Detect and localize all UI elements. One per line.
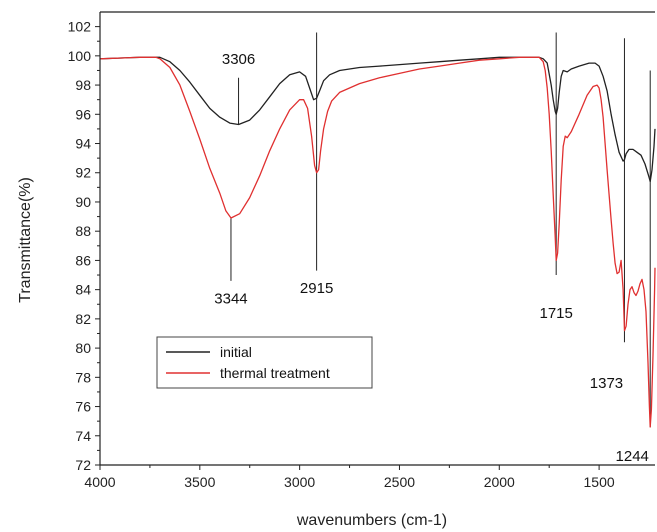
series-line-thermal [99, 56, 656, 428]
annotation-labels: 3306 3344 2915 1715 1373 1244 [214, 51, 649, 465]
peak-label: 1244 [616, 448, 649, 465]
plot-frame [100, 12, 655, 465]
y-tick-label: 86 [75, 252, 91, 268]
annotation-lines [230, 32, 651, 428]
x-axis-title: wavenumbers (cm-1) [296, 512, 447, 529]
legend: initial thermal treatment [156, 336, 373, 389]
legend-box [156, 336, 373, 389]
plot-area: 4000 3500 3000 2500 2000 1500 72 74 76 78 80 82 84 86… [68, 11, 656, 490]
y-tick-label: 96 [75, 106, 91, 122]
x-tick-label: 3500 [184, 474, 215, 490]
y-tick-label: 98 [75, 77, 91, 93]
y-tick-label: 80 [75, 340, 91, 356]
x-tick-label: 3000 [284, 474, 315, 490]
y-tick-label: 76 [75, 399, 91, 415]
x-tick-label: 1500 [584, 474, 615, 490]
y-tick-label: 84 [75, 282, 91, 298]
legend-label-thermal: thermal treatment [220, 365, 330, 381]
x-tick-label: 4000 [84, 474, 115, 490]
y-tick-label: 82 [75, 311, 91, 327]
peak-label: 3306 [222, 51, 255, 68]
y-tick-label: 94 [75, 136, 91, 152]
tick-layer: 4000 3500 3000 2500 2000 1500 72 74 76 78 80 82 84 86… [68, 19, 615, 490]
y-tick-label: 90 [75, 194, 91, 210]
peak-label: 2915 [300, 280, 333, 297]
legend-label-initial: initial [220, 344, 252, 360]
x-tick-label: 2000 [484, 474, 515, 490]
y-tick-label: 72 [75, 457, 91, 473]
y-tick-label: 102 [68, 19, 92, 35]
y-tick-label: 88 [75, 223, 91, 239]
series-line-initial [99, 56, 656, 183]
y-tick-label: 78 [75, 369, 91, 385]
y-tick-label: 100 [68, 48, 92, 64]
series-layer [99, 56, 656, 428]
peak-label: 3344 [214, 290, 247, 307]
peak-label: 1715 [539, 305, 572, 322]
x-tick-label: 2500 [384, 474, 415, 490]
y-tick-label: 92 [75, 165, 91, 181]
peak-label: 1373 [590, 375, 623, 392]
y-axis-title: Transmittance(%) [17, 177, 34, 303]
y-tick-label: 74 [75, 428, 91, 444]
